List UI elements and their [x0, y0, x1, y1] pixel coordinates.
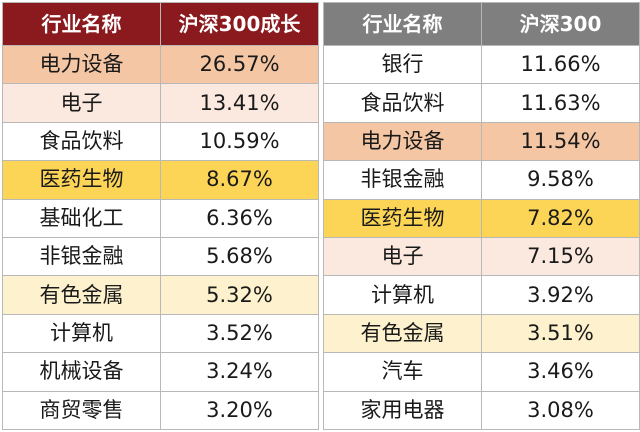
- industry-name-cell: 医药生物: [323, 198, 482, 238]
- industry-name-cell: 汽车: [323, 352, 482, 392]
- table-row: 电子 7.15%: [323, 236, 640, 277]
- table-row: 非银金融 5.68%: [2, 236, 319, 277]
- right-table-body: 银行 11.66% 食品饮料 11.63% 电力设备 11.54% 非银金融 9.58% 医药生…: [323, 44, 640, 431]
- industry-name-cell: 电力设备: [2, 44, 161, 85]
- weight-value-cell: 9.58%: [481, 160, 640, 200]
- industry-name-cell: 电力设备: [323, 121, 482, 162]
- table-row: 电力设备 11.54%: [323, 121, 640, 162]
- left-table-body: 电力设备 26.57% 电子 13.41% 食品饮料 10.59% 医药生物 8.67% 基础化…: [2, 44, 319, 431]
- left-header-industry: 行业名称: [2, 2, 161, 46]
- industry-name-cell: 非银金融: [2, 236, 161, 277]
- table-row: 食品饮料 10.59%: [2, 121, 319, 162]
- weight-value-cell: 5.68%: [160, 236, 319, 277]
- weight-value-cell: 11.66%: [481, 44, 640, 85]
- left-header-value: 沪深300成长: [160, 2, 319, 46]
- table-row: 有色金属 5.32%: [2, 275, 319, 315]
- weight-value-cell: 11.63%: [481, 83, 640, 123]
- table-row: 银行 11.66%: [323, 44, 640, 85]
- table-row: 电子 13.41%: [2, 83, 319, 123]
- right-table: 行业名称 沪深300 银行 11.66% 食品饮料 11.63% 电力设备 11.54% 非…: [323, 2, 640, 431]
- industry-name-cell: 银行: [323, 44, 482, 85]
- table-row: 医药生物 8.67%: [2, 160, 319, 200]
- weight-value-cell: 3.46%: [481, 352, 640, 392]
- industry-name-cell: 机械设备: [2, 352, 161, 392]
- table-row: 医药生物 7.82%: [323, 198, 640, 238]
- right-header-value: 沪深300: [481, 2, 640, 46]
- weight-value-cell: 7.15%: [481, 236, 640, 277]
- table-row: 机械设备 3.24%: [2, 352, 319, 392]
- table-row: 计算机 3.92%: [323, 275, 640, 315]
- weight-value-cell: 10.59%: [160, 121, 319, 162]
- table-row: 基础化工 6.36%: [2, 198, 319, 238]
- weight-value-cell: 11.54%: [481, 121, 640, 162]
- weight-value-cell: 3.20%: [160, 390, 319, 431]
- industry-name-cell: 非银金融: [323, 160, 482, 200]
- weight-value-cell: 8.67%: [160, 160, 319, 200]
- weight-value-cell: 13.41%: [160, 83, 319, 123]
- industry-name-cell: 家用电器: [323, 390, 482, 431]
- industry-name-cell: 商贸零售: [2, 390, 161, 431]
- industry-name-cell: 计算机: [323, 275, 482, 315]
- weight-value-cell: 3.92%: [481, 275, 640, 315]
- industry-name-cell: 有色金属: [2, 275, 161, 315]
- industry-name-cell: 食品饮料: [323, 83, 482, 123]
- weight-value-cell: 3.08%: [481, 390, 640, 431]
- table-row: 家用电器 3.08%: [323, 390, 640, 431]
- weight-value-cell: 26.57%: [160, 44, 319, 85]
- table-row: 非银金融 9.58%: [323, 160, 640, 200]
- weight-value-cell: 3.52%: [160, 313, 319, 354]
- left-table: 行业名称 沪深300成长 电力设备 26.57% 电子 13.41% 食品饮料 10.59…: [2, 2, 319, 431]
- weight-value-cell: 6.36%: [160, 198, 319, 238]
- table-row: 食品饮料 11.63%: [323, 83, 640, 123]
- table-row: 有色金属 3.51%: [323, 313, 640, 354]
- weight-value-cell: 5.32%: [160, 275, 319, 315]
- weight-value-cell: 7.82%: [481, 198, 640, 238]
- industry-name-cell: 电子: [2, 83, 161, 123]
- table-row: 计算机 3.52%: [2, 313, 319, 354]
- right-table-header-row: 行业名称 沪深300: [323, 2, 640, 46]
- industry-name-cell: 有色金属: [323, 313, 482, 354]
- industry-name-cell: 医药生物: [2, 160, 161, 200]
- table-row: 电力设备 26.57%: [2, 44, 319, 85]
- industry-name-cell: 食品饮料: [2, 121, 161, 162]
- table-row: 汽车 3.46%: [323, 352, 640, 392]
- weight-value-cell: 3.24%: [160, 352, 319, 392]
- right-header-industry: 行业名称: [323, 2, 482, 46]
- weight-value-cell: 3.51%: [481, 313, 640, 354]
- industry-name-cell: 基础化工: [2, 198, 161, 238]
- left-table-header-row: 行业名称 沪深300成长: [2, 2, 319, 46]
- table-row: 商贸零售 3.20%: [2, 390, 319, 431]
- industry-name-cell: 电子: [323, 236, 482, 277]
- industry-name-cell: 计算机: [2, 313, 161, 354]
